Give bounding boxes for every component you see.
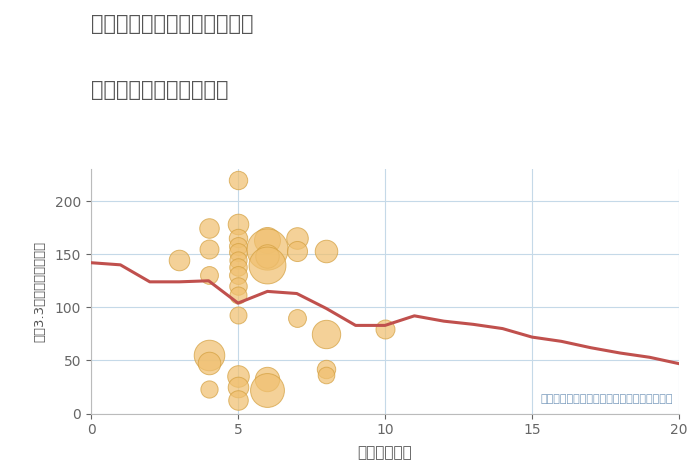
Point [321,247,332,255]
Point [232,282,244,290]
Point [321,330,332,337]
Point [174,256,185,263]
Point [321,365,332,373]
X-axis label: 駅距離（分）: 駅距離（分） [358,446,412,461]
Point [203,352,214,359]
Point [232,235,244,242]
Text: 駅距離別中古戸建て価格: 駅距離別中古戸建て価格 [91,80,228,100]
Point [203,272,214,279]
Text: 兵庫県西宮市甲子園七番町の: 兵庫県西宮市甲子園七番町の [91,14,253,34]
Point [262,375,273,382]
Point [232,373,244,380]
Point [232,176,244,184]
Point [262,236,273,244]
Point [232,291,244,298]
Point [203,245,214,253]
Point [232,272,244,279]
Point [262,386,273,394]
Point [232,263,244,271]
Point [232,256,244,263]
Point [262,252,273,260]
Point [203,385,214,393]
Point [291,247,302,255]
Point [379,325,391,332]
Point [262,245,273,253]
Y-axis label: 坪（3.3㎡）単価（万円）: 坪（3.3㎡）単価（万円） [34,241,47,342]
Point [203,224,214,231]
Point [232,396,244,404]
Point [203,359,214,366]
Point [291,314,302,322]
Point [232,383,244,391]
Point [232,248,244,256]
Text: 円の大きさは、取引のあった物件面積を示す: 円の大きさは、取引のあった物件面積を示す [540,394,673,404]
Point [321,372,332,379]
Point [232,311,244,319]
Point [232,221,244,228]
Point [232,242,244,250]
Point [291,235,302,242]
Point [262,261,273,268]
